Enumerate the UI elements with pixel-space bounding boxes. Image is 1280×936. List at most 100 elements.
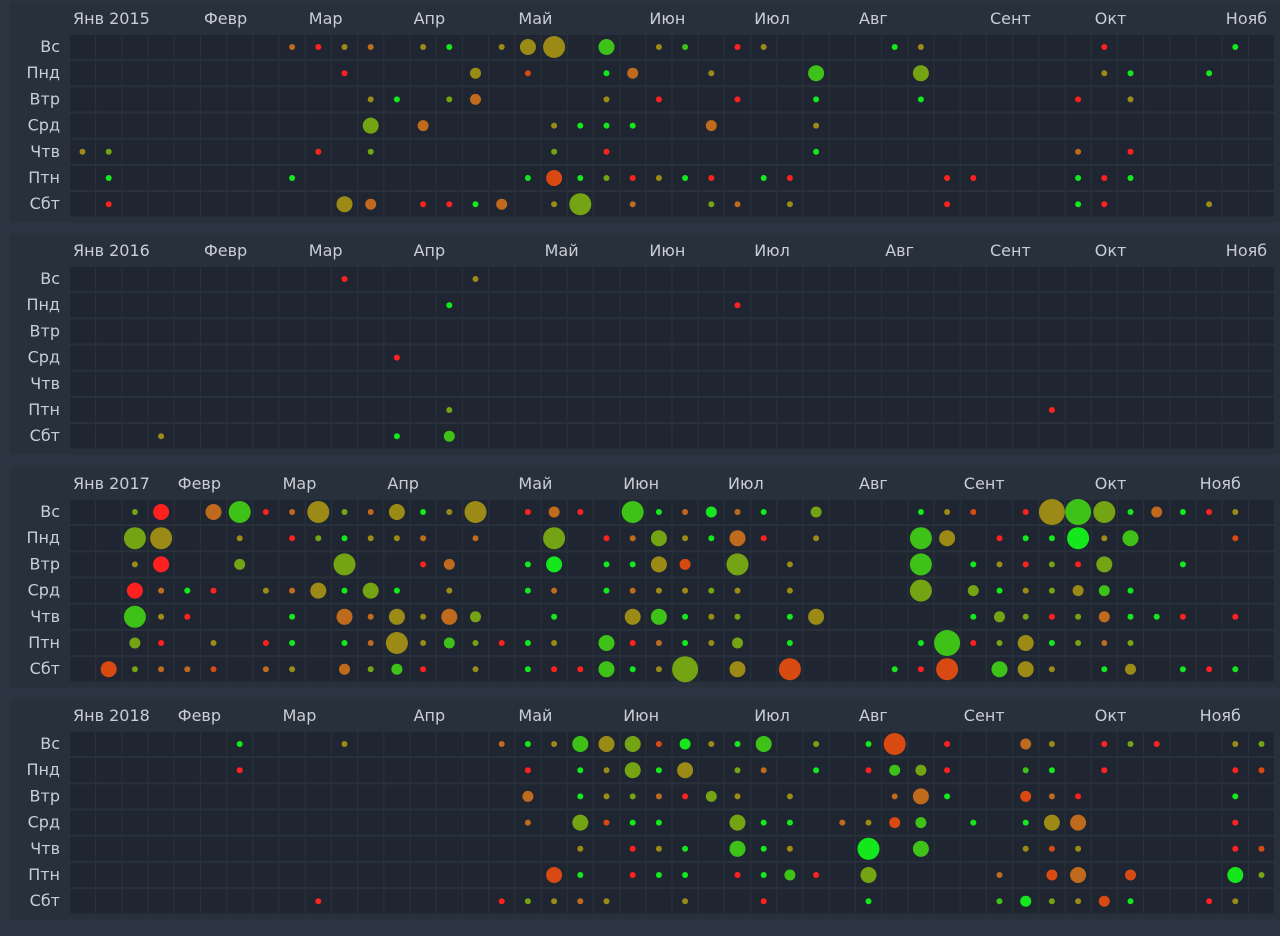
day-cell: [463, 732, 488, 756]
day-cell: [227, 889, 253, 914]
day-cell: [803, 552, 829, 577]
month-label: Сент: [990, 241, 1031, 260]
activity-dot: [786, 561, 793, 568]
activity-dot: [598, 635, 615, 651]
month-label: Февр: [204, 241, 247, 260]
day-cell: [410, 784, 436, 809]
day-cell: [148, 61, 174, 86]
day-cell: [489, 87, 515, 112]
activity-dot: [629, 535, 636, 542]
day-cell: [332, 810, 357, 835]
day-cell: [1170, 61, 1196, 86]
activity-dot: [786, 201, 793, 208]
day-cell: [672, 113, 698, 138]
day-cell: [1091, 293, 1117, 318]
activity-dot: [1258, 872, 1265, 878]
day-cell: [698, 657, 724, 682]
activity-dot: [603, 898, 610, 905]
activity-dot: [970, 640, 977, 646]
day-cell: [201, 139, 226, 164]
day-cell: [384, 398, 410, 422]
activity-dot: [1022, 819, 1029, 826]
weekday-label: Чтв: [30, 374, 60, 393]
day-cell: [803, 889, 829, 914]
day-cell: [70, 192, 95, 217]
day-cell: [1065, 319, 1091, 344]
activity-dot: [577, 845, 584, 852]
activity-dot: [970, 613, 977, 620]
day-cell: [436, 732, 462, 756]
day-cell: [1144, 87, 1170, 112]
day-cell: [829, 87, 855, 112]
day-cell: [436, 836, 462, 861]
activity-dot: [1075, 793, 1082, 800]
day-cell: [698, 398, 724, 422]
day-cell: [725, 61, 750, 86]
month-label: Окт: [1095, 9, 1127, 28]
activity-dot: [760, 872, 767, 878]
activity-dot: [734, 509, 741, 515]
day-cell: [725, 319, 750, 344]
activity-dot: [310, 582, 327, 599]
day-cell: [384, 784, 410, 809]
day-cell: [122, 319, 148, 344]
day-cell: [515, 113, 541, 138]
day-cell: [1144, 889, 1170, 914]
activity-dot: [917, 509, 924, 515]
activity-dot: [1232, 741, 1239, 747]
activity-dot: [786, 793, 793, 800]
day-cell: [882, 345, 908, 370]
day-cell: [489, 139, 515, 164]
day-cell: [1222, 319, 1248, 344]
day-cell: [987, 345, 1012, 370]
activity-dot: [341, 535, 348, 542]
day-cell: [960, 371, 986, 396]
day-cell: [174, 293, 200, 318]
day-cell: [934, 889, 960, 914]
activity-dot: [934, 630, 961, 656]
day-cell: [305, 758, 331, 783]
activity-dot: [865, 741, 872, 747]
day-cell: [829, 319, 855, 344]
day-cell: [1249, 604, 1274, 629]
day-cell: [1144, 166, 1170, 190]
activity-dot: [629, 175, 636, 181]
activity-dot: [936, 658, 959, 681]
day-cell: [515, 345, 541, 370]
activity-dot: [1075, 148, 1082, 155]
day-cell: [541, 345, 567, 370]
day-cell: [463, 345, 488, 370]
day-cell: [1144, 578, 1170, 603]
day-cell: [70, 424, 95, 449]
day-cell: [882, 424, 908, 449]
day-cell: [698, 87, 724, 112]
activity-dot: [729, 661, 746, 678]
day-cell: [1144, 631, 1170, 655]
activity-dot: [234, 558, 246, 570]
weekday-label: Пнд: [26, 295, 60, 314]
day-cell: [751, 267, 777, 291]
weekday-label: Пнд: [26, 63, 60, 82]
day-cell: [1249, 578, 1274, 603]
day-cell: [70, 398, 95, 422]
activity-dot: [341, 70, 348, 77]
day-cell: [751, 139, 777, 164]
activity-dot: [624, 736, 641, 752]
month-label: Май: [518, 474, 552, 493]
day-cell: [829, 113, 855, 138]
activity-dot: [760, 845, 767, 852]
activity-dot: [915, 764, 927, 776]
day-cell: [960, 61, 986, 86]
day-cell: [463, 552, 488, 577]
day-cell: [856, 604, 881, 629]
day-cell: [1170, 526, 1196, 551]
day-cell: [1144, 657, 1170, 682]
day-cell: [934, 293, 960, 318]
weekday-label: Сбт: [30, 891, 60, 910]
activity-dot: [393, 535, 400, 542]
day-cell: [148, 784, 174, 809]
day-cell: [201, 758, 226, 783]
day-cell: [567, 293, 593, 318]
day-cell: [70, 810, 95, 835]
day-cell: [777, 371, 803, 396]
